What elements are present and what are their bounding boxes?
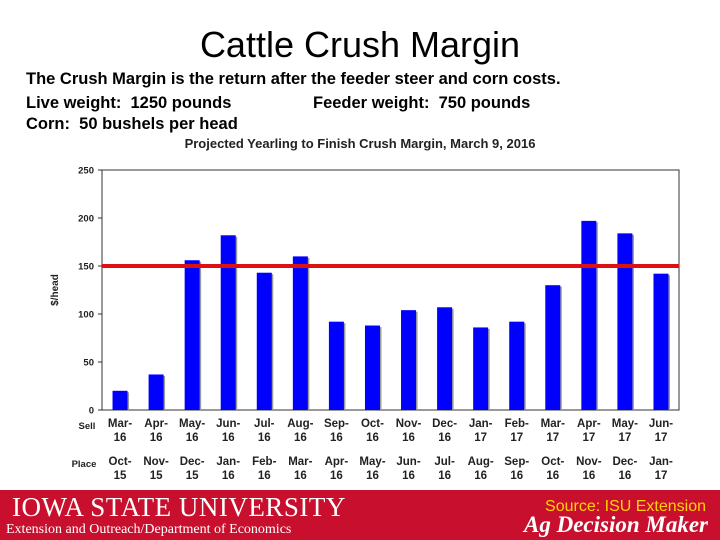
sell-label: Apr-17	[577, 418, 601, 444]
department-text: Extension and Outreach/Department of Eco…	[6, 522, 292, 537]
sell-label: May-16	[179, 418, 205, 444]
y-tick-label: 0	[89, 406, 94, 417]
bar-Oct-16	[364, 325, 380, 410]
sell-label: Jul-16	[254, 418, 275, 444]
bar-Jun-16	[220, 235, 236, 410]
brand-text: Ag Decision Maker	[524, 512, 708, 537]
y-tick-label: 250	[78, 166, 94, 177]
sell-label: Apr-16	[144, 418, 168, 444]
bar-Sep-16	[328, 321, 344, 410]
place-label: May-16	[359, 456, 385, 482]
sell-label: Jun-17	[649, 418, 673, 444]
crush-margin-chart: Projected Yearling to Finish Crush Margi…	[50, 136, 680, 482]
bar-May-16	[184, 260, 200, 410]
place-label: Nov-15	[143, 456, 169, 482]
place-label: Apr-16	[325, 456, 349, 482]
place-label: Jul-16	[434, 456, 455, 482]
y-axis-label: $/head	[50, 274, 61, 306]
sell-label: Mar-17	[541, 418, 565, 444]
bar-Jul-16	[256, 272, 272, 410]
bar-Mar-16	[112, 390, 128, 410]
intro-line-3: Corn: 50 bushels per head	[26, 115, 238, 133]
place-row-label: Place	[72, 459, 97, 470]
sell-label: Nov-16	[396, 418, 422, 444]
place-label: Nov-16	[576, 456, 602, 482]
bar-Feb-17	[509, 321, 525, 410]
slide-title: Cattle Crush Margin	[199, 24, 521, 65]
place-label: Jan-17	[649, 456, 673, 482]
y-tick-label: 200	[78, 214, 94, 225]
place-label: Jun-16	[396, 456, 420, 482]
intro-line-1: The Crush Margin is the return after the…	[26, 70, 561, 88]
y-tick-label: 150	[78, 262, 94, 273]
intro-line-2a: Live weight: 1250 pounds	[26, 94, 232, 112]
university-logo-text: IOWA STATE UNIVERSITY	[12, 492, 346, 522]
chart-title: Projected Yearling to Finish Crush Margi…	[185, 136, 536, 151]
place-label: Dec-16	[612, 456, 637, 482]
sell-label: May-17	[612, 418, 638, 444]
bar-Nov-16	[401, 310, 417, 410]
source-text: Source: ISU Extension	[545, 498, 706, 515]
bar-Mar-17	[545, 285, 561, 410]
bar-Aug-16	[292, 256, 308, 410]
sell-label: Mar-16	[108, 418, 132, 444]
sell-label: Feb-17	[505, 418, 529, 444]
bar-Jan-17	[473, 327, 489, 410]
place-label: Sep-16	[504, 456, 529, 482]
place-label: Jan-16	[216, 456, 240, 482]
bar-May-17	[617, 233, 633, 410]
place-label: Mar-16	[288, 456, 312, 482]
sell-label: Jun-16	[216, 418, 240, 444]
sell-row-label: Sell	[79, 421, 96, 432]
sell-label: Oct-16	[361, 418, 384, 444]
y-tick-label: 50	[83, 358, 94, 369]
place-label: Oct-16	[541, 456, 564, 482]
place-label: Feb-16	[252, 456, 276, 482]
sell-label: Jan-17	[469, 418, 493, 444]
place-label: Aug-16	[468, 456, 494, 482]
bar-Jun-17	[653, 273, 669, 410]
intro-line-2b: Feeder weight: 750 pounds	[313, 94, 531, 112]
bar-Apr-16	[148, 374, 164, 410]
footer-bar: IOWA STATE UNIVERSITY Extension and Outr…	[0, 490, 720, 540]
place-label: Dec-15	[180, 456, 205, 482]
place-label: Oct-15	[109, 456, 132, 482]
bar-Dec-16	[437, 307, 453, 410]
y-tick-label: 100	[78, 310, 94, 321]
sell-label: Aug-16	[287, 418, 313, 444]
sell-label: Dec-16	[432, 418, 457, 444]
sell-label: Sep-16	[324, 418, 349, 444]
bar-Apr-17	[581, 220, 597, 410]
